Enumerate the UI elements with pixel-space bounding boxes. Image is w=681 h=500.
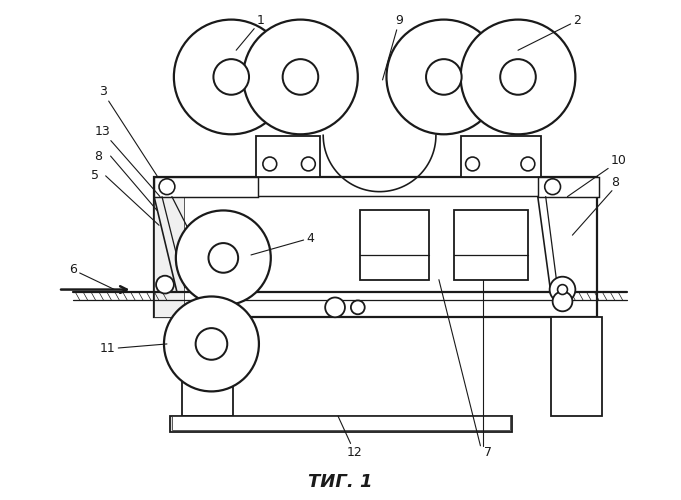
Text: 8: 8 (611, 176, 619, 190)
Circle shape (283, 59, 318, 94)
Text: 10: 10 (567, 154, 627, 196)
Circle shape (156, 276, 174, 293)
Circle shape (159, 179, 175, 194)
Bar (538, 177, 599, 197)
Bar (551, 317, 602, 416)
Text: 4: 4 (251, 232, 314, 255)
Text: ΤИГ. 1: ΤИГ. 1 (308, 474, 373, 492)
Circle shape (302, 157, 315, 171)
Bar (170, 416, 512, 432)
Text: 7: 7 (484, 446, 492, 459)
Bar (154, 177, 258, 197)
Text: 5: 5 (91, 170, 99, 182)
Bar (360, 210, 429, 280)
Bar (172, 416, 510, 430)
Circle shape (174, 20, 289, 134)
Text: 1: 1 (236, 14, 265, 50)
Bar (154, 177, 184, 317)
Text: 6: 6 (69, 264, 114, 289)
Bar (256, 136, 320, 177)
Text: 8: 8 (94, 150, 101, 162)
Circle shape (195, 328, 227, 360)
Text: 9: 9 (383, 14, 403, 80)
Bar (154, 177, 597, 317)
Circle shape (164, 296, 259, 392)
Circle shape (550, 276, 575, 302)
Circle shape (521, 157, 535, 171)
Circle shape (501, 59, 536, 94)
Circle shape (460, 20, 575, 134)
Circle shape (466, 157, 479, 171)
Circle shape (351, 300, 365, 314)
Bar (460, 136, 541, 177)
Circle shape (426, 59, 462, 94)
Circle shape (213, 59, 249, 94)
Circle shape (325, 298, 345, 317)
Bar (454, 210, 528, 280)
Circle shape (552, 292, 573, 312)
Circle shape (263, 157, 276, 171)
Text: 13: 13 (95, 125, 160, 196)
Circle shape (176, 210, 271, 306)
Text: 2: 2 (518, 14, 582, 50)
Text: 12: 12 (338, 416, 363, 459)
Circle shape (558, 284, 567, 294)
Circle shape (243, 20, 358, 134)
Circle shape (387, 20, 501, 134)
Text: 11: 11 (99, 342, 167, 355)
Bar (182, 317, 233, 416)
Circle shape (545, 179, 560, 194)
Text: 3: 3 (99, 86, 157, 176)
Circle shape (208, 243, 238, 272)
